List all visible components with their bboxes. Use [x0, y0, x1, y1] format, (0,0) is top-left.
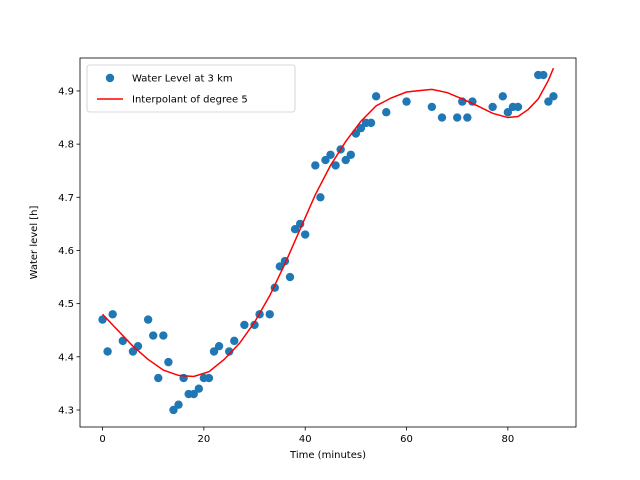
interpolant-line — [102, 67, 555, 378]
scatter-point — [194, 384, 204, 393]
scatter-point — [225, 347, 234, 356]
scatter-point — [154, 373, 163, 383]
scatter-point — [539, 70, 548, 80]
y-tick-label: 4.7 — [58, 193, 74, 204]
scatter-point — [544, 97, 553, 106]
scatter-point — [128, 347, 138, 356]
y-tick-label: 4.3 — [58, 405, 74, 416]
scatter-point — [230, 336, 239, 346]
x-tick-label: 80 — [501, 434, 514, 445]
scatter-point — [371, 92, 381, 101]
legend-box — [86, 64, 296, 113]
scatter-point — [427, 102, 437, 112]
legend-entry-label: Water Level at 3 km — [132, 74, 233, 85]
x-axis-label: Time (minutes) — [289, 450, 366, 461]
scatter-point — [164, 357, 173, 367]
scatter-point — [366, 118, 376, 128]
y-tick-label: 4.8 — [58, 140, 74, 151]
scatter-point — [265, 310, 274, 319]
scatter-point — [209, 347, 219, 356]
scatter-point — [316, 193, 325, 202]
scatter-point — [498, 92, 507, 101]
scatter-point — [382, 108, 391, 117]
scatter-point — [240, 320, 249, 330]
scatter-point — [437, 113, 447, 122]
scatter-point — [331, 161, 340, 170]
scatter-point — [189, 389, 198, 399]
x-tick-label: 40 — [299, 434, 312, 445]
scatter-point — [301, 230, 310, 239]
scatter-point — [159, 331, 168, 340]
x-tick-label: 0 — [99, 434, 105, 445]
legend-marker-scatter — [105, 73, 115, 83]
legend: Water Level at 3 km Interpolant of degree… — [86, 64, 296, 113]
y-axis-ticks: 4.3 4.4 4.5 4.6 4.7 4.8 4.9 — [58, 86, 80, 416]
x-tick-label: 60 — [400, 434, 413, 445]
scatter-point — [346, 150, 355, 159]
scatter-point — [108, 310, 117, 319]
scatter-point — [204, 373, 214, 383]
scatter-point — [174, 400, 183, 409]
y-tick-label: 4.6 — [58, 246, 74, 257]
scatter-point — [133, 341, 143, 351]
y-tick-label: 4.5 — [58, 299, 74, 310]
scatter-point — [402, 97, 411, 106]
scatter-point — [356, 123, 366, 133]
scatter-point — [549, 92, 558, 101]
scatter-point — [149, 331, 158, 340]
scatter-point — [321, 155, 330, 165]
scatter-point — [285, 272, 295, 282]
scatter-point — [290, 225, 300, 234]
scatter-point — [169, 405, 178, 415]
scatter-point — [503, 108, 513, 117]
scatter-point — [463, 113, 472, 122]
scatter-point — [103, 347, 112, 356]
scatter-point — [488, 102, 497, 112]
scatter-point — [513, 102, 523, 112]
scatter-point — [214, 341, 224, 351]
scatter-point — [341, 155, 350, 165]
legend-entry-label: Interpolant of degree 5 — [132, 95, 248, 106]
data-marks — [98, 67, 558, 415]
y-tick-label: 4.4 — [58, 352, 74, 363]
scatter-point — [452, 113, 462, 122]
axes-frame — [79, 57, 577, 428]
scatter-point — [250, 320, 259, 330]
x-tick-label: 20 — [198, 434, 211, 445]
scatter-point — [326, 150, 335, 159]
x-axis-ticks: 0 20 40 60 80 — [99, 427, 514, 445]
y-axis-label: Water level [h] — [29, 205, 40, 279]
y-tick-label: 4.9 — [58, 86, 74, 97]
scatter-point — [311, 161, 320, 170]
scatter-point — [143, 315, 153, 324]
